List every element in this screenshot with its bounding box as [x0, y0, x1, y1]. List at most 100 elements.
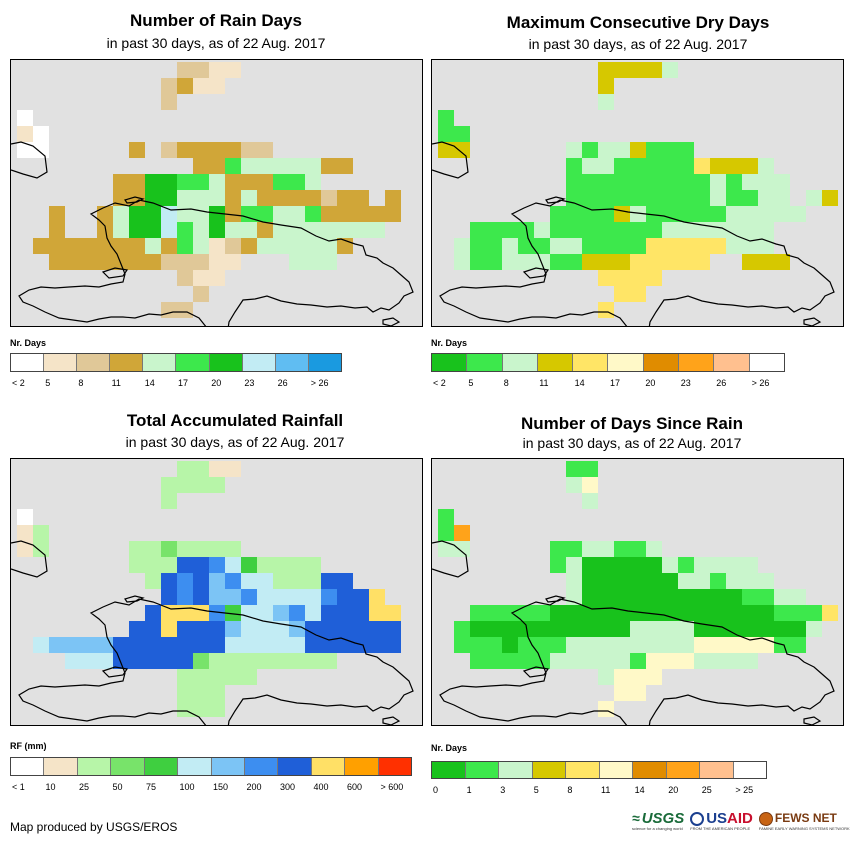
grid-cell	[806, 621, 822, 637]
grid-cell	[241, 589, 257, 605]
grid-cell	[438, 541, 454, 557]
legend-label: > 25	[735, 785, 754, 795]
grid-cell	[257, 557, 273, 573]
grid-cell	[742, 605, 758, 621]
grid-cell	[209, 158, 225, 174]
grid-cell	[81, 254, 97, 270]
grid-cell	[209, 78, 225, 94]
grid-cell	[193, 541, 209, 557]
grid-cell	[337, 190, 353, 206]
grid-cell	[257, 158, 273, 174]
grid-cell	[678, 222, 694, 238]
grid-cell	[614, 142, 630, 158]
grid-cell	[289, 573, 305, 589]
grid-cell	[209, 685, 225, 701]
grid-cell	[209, 573, 225, 589]
grid-cell	[65, 653, 81, 669]
grid-cell	[353, 206, 369, 222]
grid-cell	[518, 254, 534, 270]
grid-cell	[550, 206, 566, 222]
grid-cell	[486, 621, 502, 637]
grid-cell	[694, 254, 710, 270]
grid-cell	[161, 302, 177, 318]
grid-cell	[33, 238, 49, 254]
grid-cell	[614, 621, 630, 637]
grid-cell	[17, 110, 33, 126]
legend-label: 5	[468, 378, 474, 388]
island-outline	[803, 317, 822, 326]
grid-cell	[97, 222, 113, 238]
grid-cell	[646, 669, 662, 685]
grid-cell	[193, 669, 209, 685]
grid-cell	[321, 621, 337, 637]
grid-cell	[129, 206, 145, 222]
grid-cell	[193, 206, 209, 222]
grid-cell	[566, 477, 582, 493]
legend-swatch	[432, 762, 466, 778]
legend-label: 200	[246, 782, 262, 792]
grid-cell	[113, 174, 129, 190]
legend-label: 26	[277, 378, 288, 388]
grid-cell	[662, 573, 678, 589]
map-canvas	[432, 461, 838, 725]
legend-title-days-since-rain: Nr. Days	[431, 743, 468, 753]
grid-cell	[81, 637, 97, 653]
grid-cell	[193, 477, 209, 493]
grid-cell	[582, 653, 598, 669]
grid-cell	[225, 573, 241, 589]
grid-cell	[289, 589, 305, 605]
grid-cell	[646, 605, 662, 621]
grid-cell	[273, 573, 289, 589]
grid-cell	[630, 174, 646, 190]
grid-cell	[193, 222, 209, 238]
grid-cell	[193, 142, 209, 158]
legend-label: 14	[144, 378, 155, 388]
grid-cell	[470, 621, 486, 637]
grid-cell	[566, 206, 582, 222]
grid-cell	[678, 557, 694, 573]
grid-cell	[502, 222, 518, 238]
grid-cell	[241, 605, 257, 621]
grid-cell	[630, 142, 646, 158]
grid-cell	[145, 557, 161, 573]
grid-cell	[257, 605, 273, 621]
legend-label: 5	[45, 378, 51, 388]
grid-cell	[177, 238, 193, 254]
grid-cell	[502, 605, 518, 621]
grid-cell	[566, 621, 582, 637]
grid-cell	[710, 605, 726, 621]
grid-cell	[470, 254, 486, 270]
grid-cell	[566, 653, 582, 669]
grid-cell	[49, 254, 65, 270]
grid-cell	[273, 605, 289, 621]
grid-cell	[518, 621, 534, 637]
grid-cell	[630, 685, 646, 701]
fews-net-logo: FEWS NET FAMINE EARLY WARNING SYSTEMS NE…	[758, 811, 850, 831]
grid-cell	[566, 557, 582, 573]
grid-cell	[241, 669, 257, 685]
legend-label: 17	[178, 378, 189, 388]
grid-cell	[337, 621, 353, 637]
legend-label: 400	[313, 782, 329, 792]
legend-label: 75	[146, 782, 157, 792]
grid-cell	[694, 637, 710, 653]
grid-cell	[321, 254, 337, 270]
grid-cell	[177, 190, 193, 206]
grid-cell	[742, 637, 758, 653]
fews-tagline: FAMINE EARLY WARNING SYSTEMS NETWORK	[758, 826, 850, 831]
grid-cell	[598, 254, 614, 270]
grid-cell	[65, 254, 81, 270]
grid-cell	[193, 190, 209, 206]
grid-cell	[550, 254, 566, 270]
grid-cell	[646, 222, 662, 238]
grid-cell	[646, 621, 662, 637]
grid-cell	[598, 701, 614, 717]
grid-cell	[646, 206, 662, 222]
legend-swatch	[467, 354, 503, 371]
grid-cell	[225, 238, 241, 254]
grid-cell	[710, 589, 726, 605]
grid-cell	[726, 589, 742, 605]
grid-cell	[161, 78, 177, 94]
grid-cell	[774, 174, 790, 190]
island-outline	[432, 141, 469, 179]
